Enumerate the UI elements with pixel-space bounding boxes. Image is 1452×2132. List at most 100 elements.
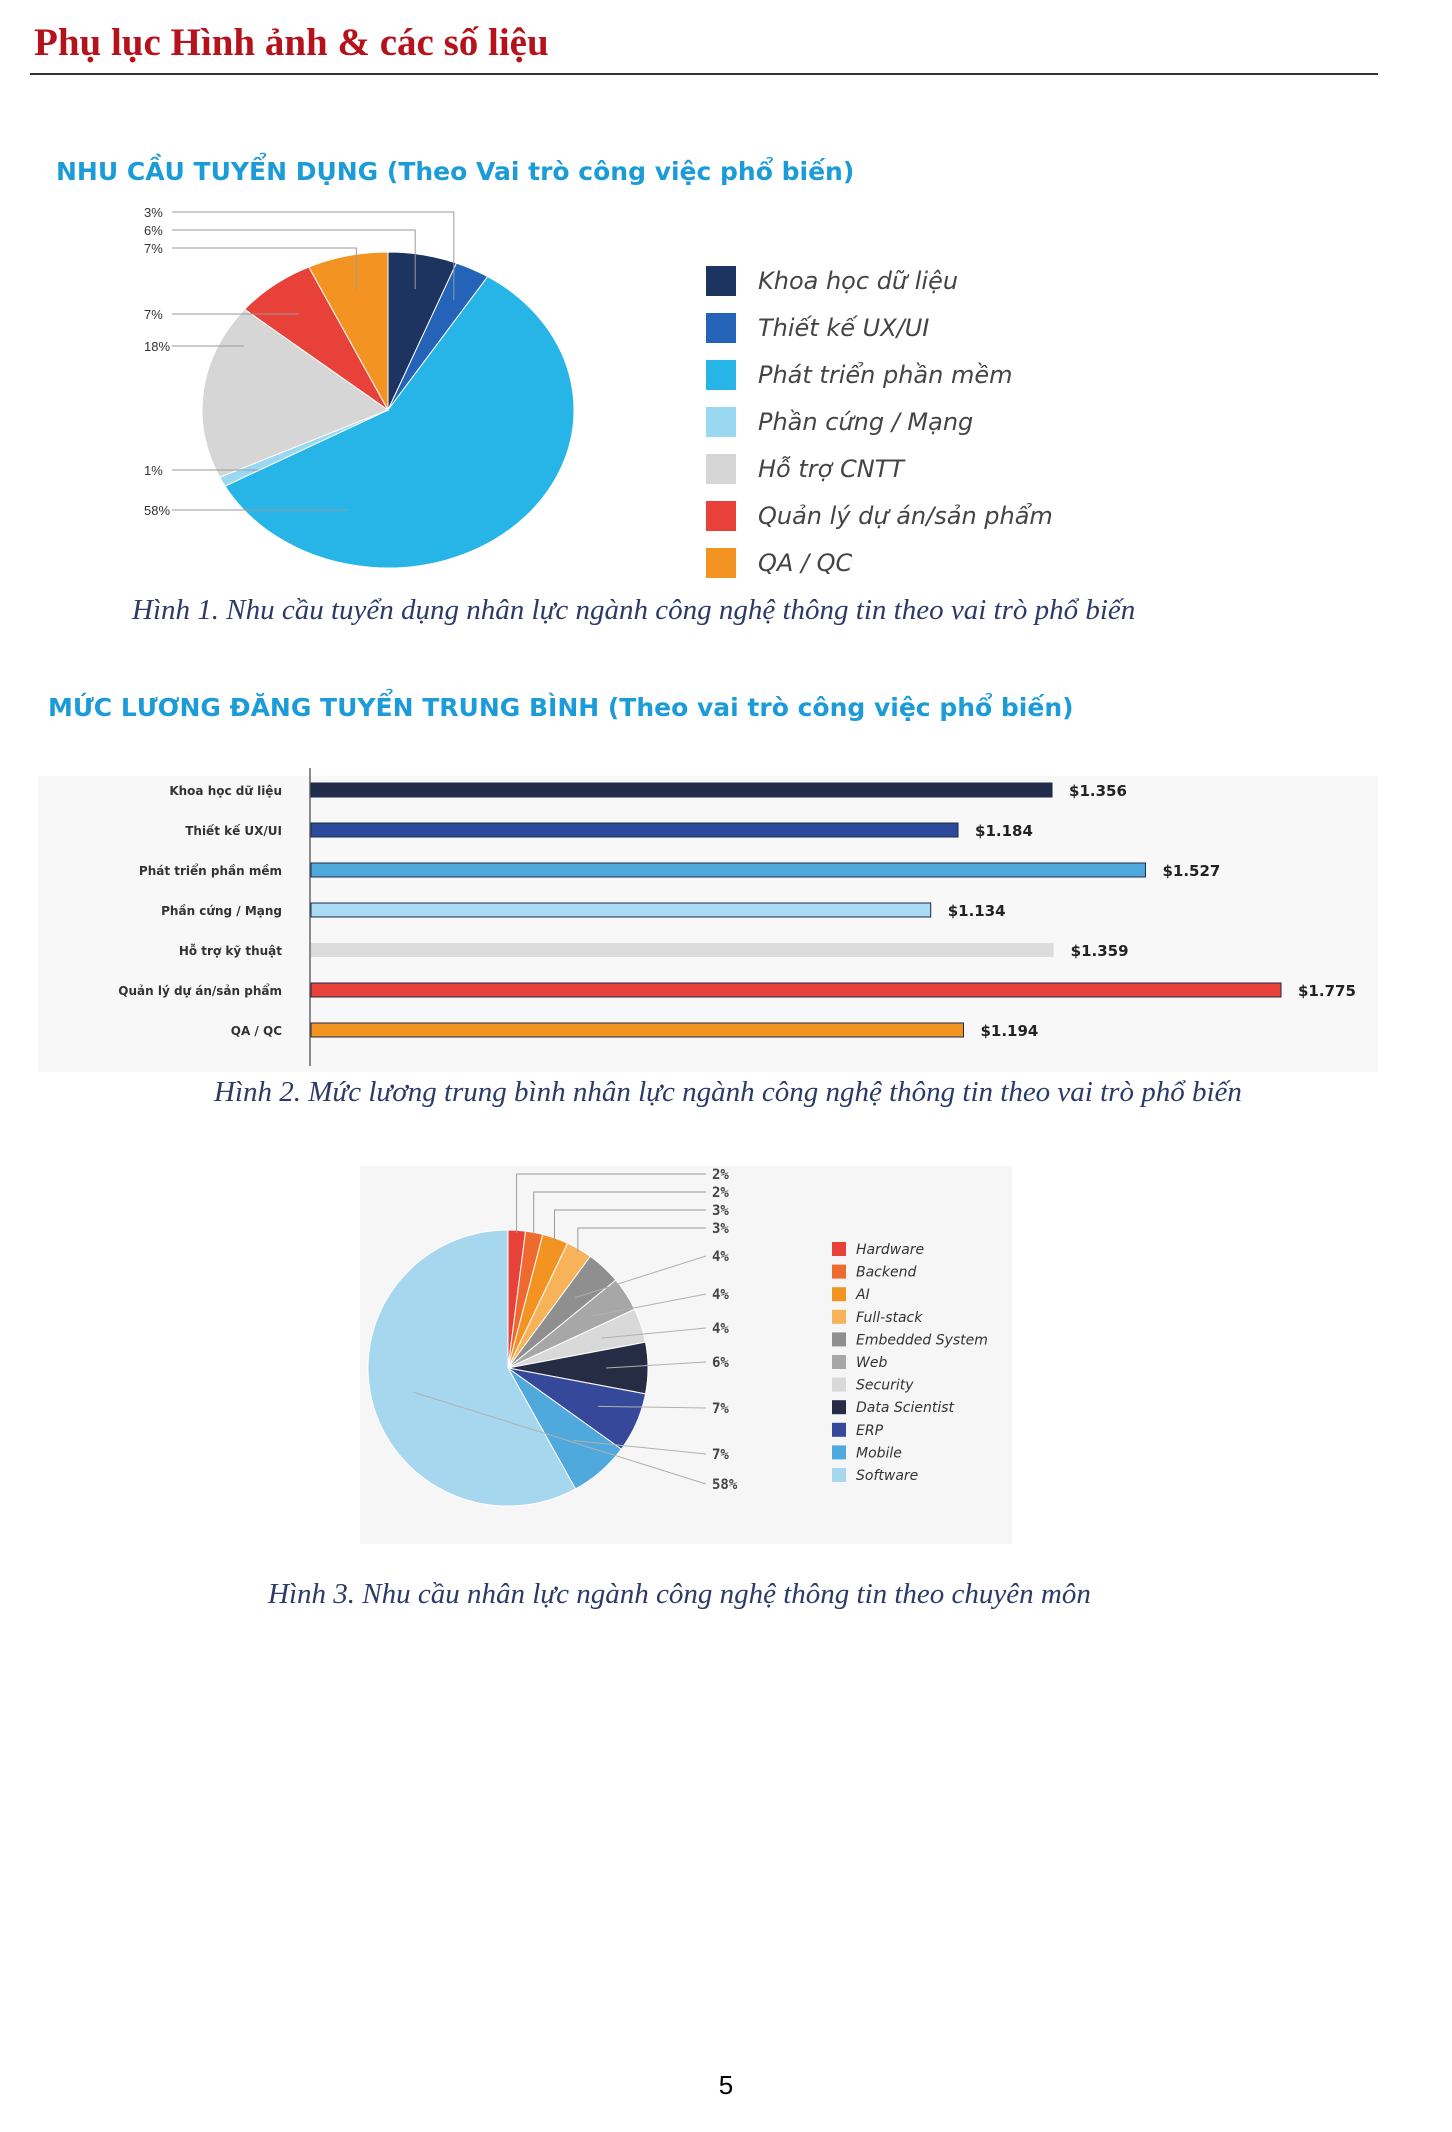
pie3-legend-swatch <box>832 1355 846 1369</box>
pie3-legend-swatch <box>832 1377 846 1392</box>
pie3-value-label: 2% <box>712 1167 729 1183</box>
heading-divider <box>30 73 1378 75</box>
pie3-value-label: 2% <box>712 1185 729 1201</box>
bar2-category-label: Quản lý dự án/sản phẩm <box>118 983 282 998</box>
pie3-legend-label: AI <box>855 1287 870 1303</box>
bar2-bar <box>310 902 932 918</box>
bar2-value-label: $1.194 <box>980 1022 1038 1040</box>
pie1-slice <box>224 275 575 569</box>
pie1-leader-line <box>172 211 455 301</box>
bar2-category-label: Phần cứng / Mạng <box>161 904 282 918</box>
pie3-legend-swatch <box>832 1445 846 1460</box>
pie3-leader-line <box>597 1405 707 1409</box>
pie3-legend-swatch <box>832 1287 846 1302</box>
pie1-legend-label: Khoa học dữ liệu <box>758 267 958 295</box>
pie1-value-label: 7% <box>144 241 163 256</box>
pie1-legend-swatch <box>706 360 736 390</box>
pie1-legend-label: Quản lý dự án/sản phẩm <box>758 502 1053 530</box>
pie3-legend-swatch <box>832 1332 846 1347</box>
pie3-legend-label: Data Scientist <box>856 1400 955 1416</box>
pie3-leader-line <box>553 1209 706 1241</box>
bar2-value-label: $1.184 <box>975 822 1033 840</box>
bar2-category-label: Khoa học dữ liệu <box>169 784 282 798</box>
pie1-leader-line <box>172 247 357 290</box>
pie1-legend-label: QA / QC <box>758 549 853 577</box>
pie3-leader-line <box>572 1439 707 1455</box>
pie1-slice <box>201 308 390 478</box>
pie1-legend-label: Thiết kế UX/UI <box>758 314 929 342</box>
pie3-value-label: 7% <box>712 1401 729 1417</box>
pie3-leader-line <box>533 1191 706 1236</box>
pie1-value-label: 3% <box>144 205 163 220</box>
bar2-bar <box>310 822 959 838</box>
pie3-leader-line <box>601 1327 707 1339</box>
figure3-caption: Hình 3. Nhu cầu nhân lực ngành công nghệ… <box>268 1578 1091 1610</box>
bar2-category-label: Hỗ trợ kỹ thuật <box>179 944 282 958</box>
pie3-value-label: 58% <box>712 1477 738 1493</box>
bar2-category-label: Thiết kế UX/UI <box>185 824 282 838</box>
pie3-legend-label: Hardware <box>856 1242 924 1258</box>
pie1-legend-label: Hỗ trợ CNTT <box>758 454 906 483</box>
bar2-category-label: Phát triển phần mềm <box>139 863 282 878</box>
pie1-legend-label: Phát triển phần mềm <box>758 361 1013 389</box>
pie3-leader-line <box>516 1173 706 1234</box>
pie1-value-label: 58% <box>144 503 170 518</box>
pie3-legend-label: Full-stack <box>856 1310 923 1326</box>
bar2-bar <box>311 943 1054 957</box>
page-heading: Phụ lục Hình ảnh & các số liệu <box>34 21 549 64</box>
figure2-bar-chart: Khoa học dữ liệu $1.356 Thiết kế UX/UI $1.1… <box>118 768 1356 1066</box>
figure1-title: NHU CẦU TUYỂN DỤNG (Theo Vai trò công vi… <box>56 157 855 186</box>
pie1-legend-swatch <box>706 454 736 484</box>
pie3-slice <box>367 1229 577 1507</box>
pie3-legend-label: Software <box>856 1468 918 1484</box>
pie3-value-label: 4% <box>712 1249 729 1265</box>
pie1-leader-line <box>172 229 416 289</box>
pie1-slice <box>308 251 389 412</box>
pie3-leader-line <box>590 1293 707 1317</box>
bar2-value-label: $1.359 <box>1071 942 1129 960</box>
bar2-bar <box>310 982 1282 998</box>
pie3-leader-line <box>577 1227 706 1252</box>
pie3-legend-swatch <box>832 1242 846 1256</box>
pie3-value-label: 6% <box>712 1355 729 1371</box>
pie1-legend-swatch <box>706 548 736 578</box>
page-number: 5 <box>718 2070 734 2100</box>
pie3-leader-line <box>605 1361 707 1369</box>
pie3-value-label: 4% <box>712 1287 729 1303</box>
pie3-legend-label: Web <box>856 1355 887 1371</box>
pie3-legend-swatch <box>832 1400 846 1415</box>
bar2-value-label: $1.134 <box>948 902 1006 920</box>
pie3-legend-swatch <box>832 1309 846 1324</box>
pie3-value-label: 3% <box>712 1203 729 1219</box>
pie3-legend-swatch <box>832 1468 846 1482</box>
bar2-value-label: $1.527 <box>1162 862 1220 880</box>
pie1-legend-swatch <box>706 501 736 531</box>
pie1-legend-swatch <box>706 407 736 437</box>
pie1-legend-label: Phần cứng / Mạng <box>758 408 973 436</box>
pie1-value-label: 6% <box>144 223 163 238</box>
bar2-bar <box>310 782 1053 798</box>
pie3-leader-line <box>574 1255 707 1299</box>
bar2-bar <box>310 862 1146 878</box>
pie1-value-label: 1% <box>144 463 163 478</box>
pie3-legend-label: Embedded System <box>856 1332 988 1348</box>
bar2-value-label: $1.356 <box>1069 782 1127 800</box>
figure3-pie-chart: 2% 2% 3% 3% 4% 4% 4% 6% 7% 7% 58% Hardware Backend AI… <box>367 1167 988 1507</box>
figure1-caption: Hình 1. Nhu cầu tuyển dụng nhân lực ngàn… <box>132 594 1136 626</box>
figure2-caption: Hình 2. Mức lương trung bình nhân lực ng… <box>214 1076 1242 1108</box>
pie3-value-label: 7% <box>712 1447 729 1463</box>
figure2-title: MỨC LƯƠNG ĐĂNG TUYỂN TRUNG BÌNH (Theo va… <box>48 693 1074 722</box>
figure1-pie-chart: 3% 6% 7% 7% 18% 1% 58% Khoa học dữ liệu Thiết kế… <box>144 205 1053 578</box>
pie3-legend-label: Security <box>856 1378 914 1394</box>
bar2-value-label: $1.775 <box>1298 982 1356 1000</box>
bar2-category-label: QA / QC <box>231 1024 282 1038</box>
pie3-legend-label: ERP <box>856 1423 884 1439</box>
pie3-value-label: 4% <box>712 1321 729 1337</box>
pie3-value-label: 3% <box>712 1221 729 1237</box>
pie3-legend-label: Mobile <box>856 1445 902 1461</box>
pie3-legend-label: Backend <box>856 1265 916 1281</box>
pie3-leader-line <box>412 1391 707 1485</box>
pie1-value-label: 7% <box>144 307 163 322</box>
pie1-legend-swatch <box>706 266 736 296</box>
bar2-bar <box>310 1022 964 1038</box>
